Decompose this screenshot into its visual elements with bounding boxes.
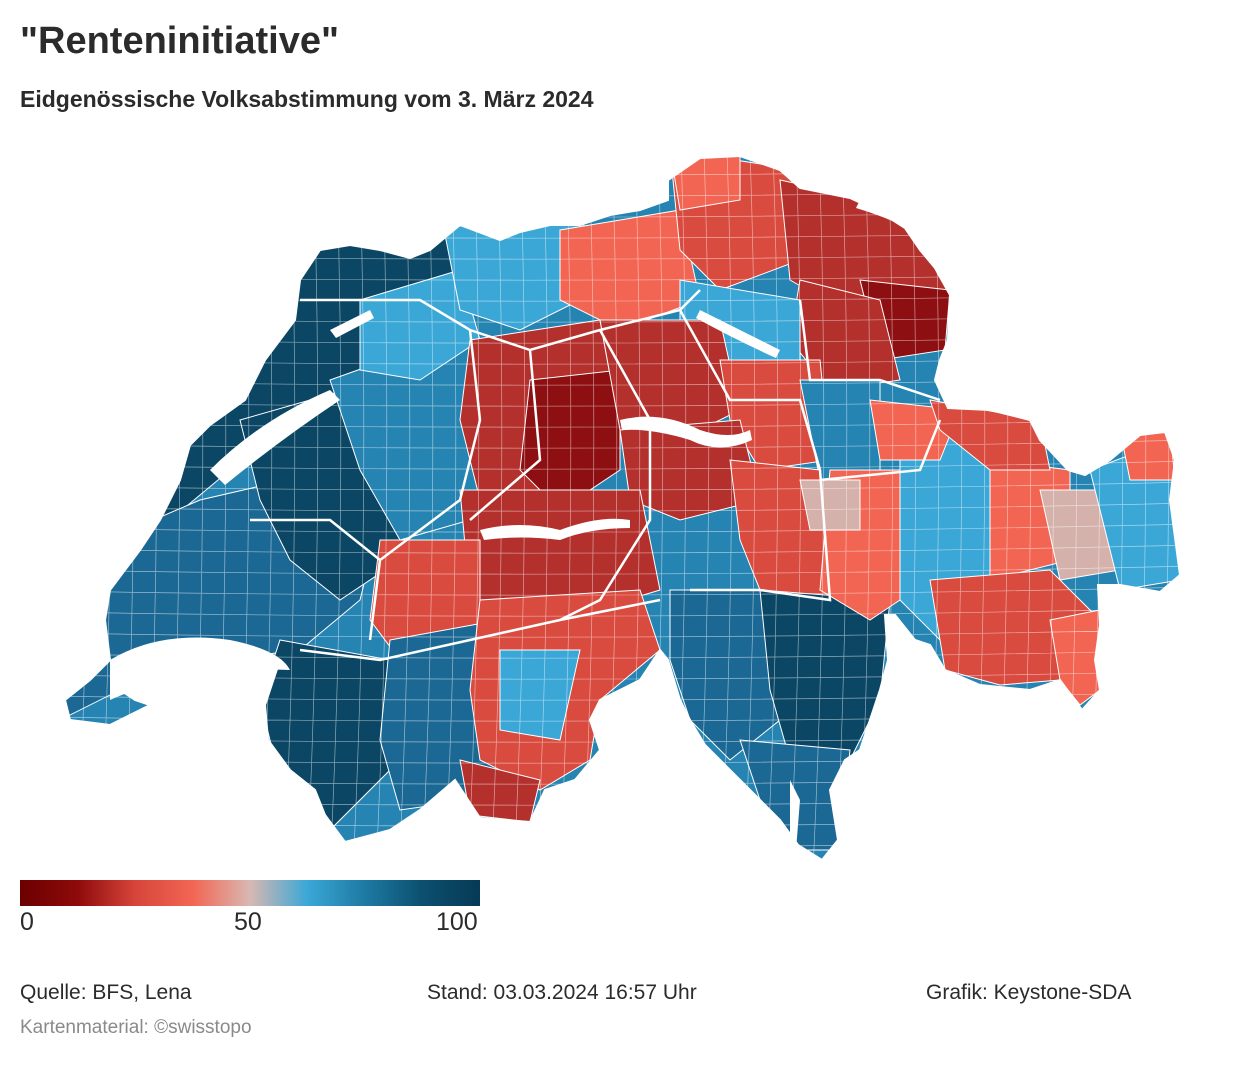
status-text: Stand: 03.03.2024 16:57 Uhr (427, 981, 697, 1004)
lake-lucerne (620, 416, 752, 448)
lake-zurich (696, 310, 780, 358)
chart-subtitle: Eidgenössische Volksabstimmung vom 3. Mä… (20, 86, 594, 112)
legend-tick-50: 50 (234, 908, 262, 936)
region-neuchatel (359, 269, 481, 381)
region-surselva (799, 479, 861, 531)
legend-tick-100: 100 (436, 908, 478, 936)
switzerland-outline (63, 154, 1182, 862)
switzerland-choropleth-map (63, 154, 1182, 862)
map-credit-text: Kartenmaterial: ©swisstopo (20, 1017, 252, 1038)
canton-borders (250, 289, 942, 662)
legend-tick-0: 0 (20, 908, 34, 936)
legend-color-bar (20, 880, 480, 906)
credit-text: Grafik: Keystone-SDA (926, 981, 1132, 1004)
source-text: Quelle: BFS, Lena (20, 981, 192, 1004)
lake-thun-brienz (480, 518, 630, 540)
chart-title: "Renteninitiative" (20, 20, 339, 62)
lake-maggiore (790, 780, 800, 850)
lake-neuchatel (210, 390, 340, 485)
municipality-borders (65, 156, 1180, 860)
region-puschlav (1049, 609, 1101, 706)
lake-biel (330, 310, 374, 338)
